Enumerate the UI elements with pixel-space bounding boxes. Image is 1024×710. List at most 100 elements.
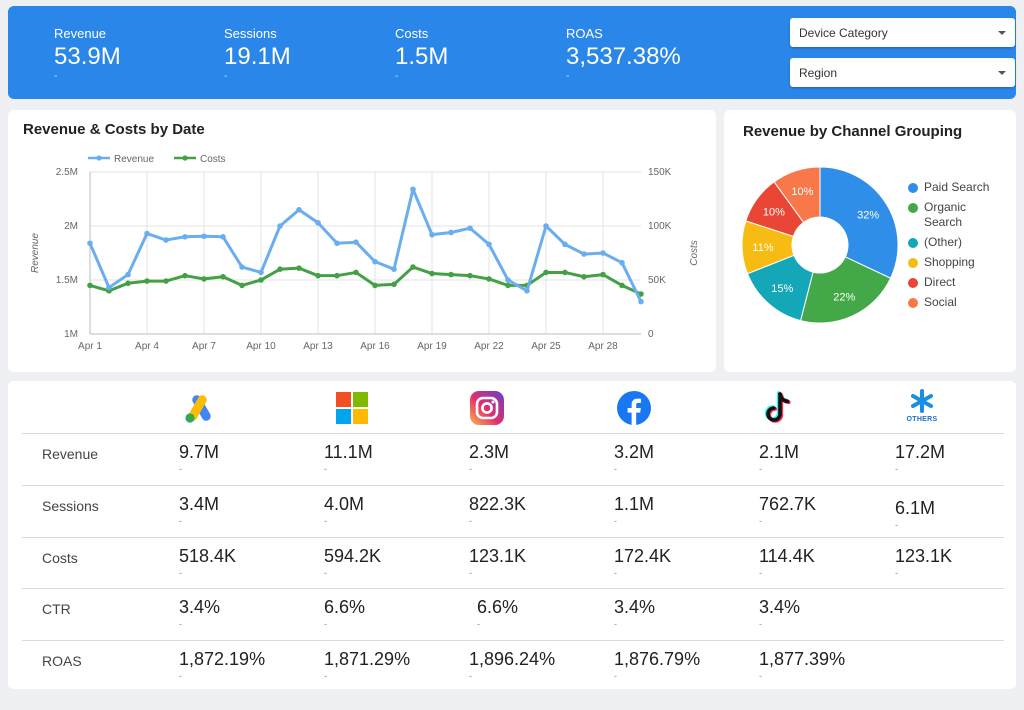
table-row-divider (22, 485, 1004, 486)
cell-value: 172.4K (614, 546, 672, 566)
table-cell: 3.4% - (179, 597, 221, 629)
data-point (410, 264, 416, 270)
chevron-down-icon (998, 30, 1006, 35)
kpi-header: Revenue 53.9M - Sessions 19.1M - Costs 1… (8, 6, 1016, 99)
cell-value: 1,877.39% (759, 649, 846, 669)
cell-value: 1,876.79% (614, 649, 701, 669)
data-point (581, 251, 587, 257)
legend-item: Shopping (908, 255, 989, 270)
data-point (87, 240, 93, 247)
data-point (277, 223, 283, 229)
data-point (448, 229, 454, 236)
table-cell: 172.4K - (614, 546, 672, 578)
data-point (277, 266, 283, 272)
table-cell: 9.7M - (179, 442, 220, 474)
facebook-icon (617, 391, 651, 425)
cell-delta: - (477, 619, 480, 629)
kpi-value: 1.5M (395, 43, 449, 70)
tiktok-icon (764, 391, 791, 423)
data-point (353, 239, 359, 245)
data-point (619, 282, 625, 289)
kpi-label: Revenue (54, 26, 107, 41)
x-tick-label: Apr 13 (303, 341, 333, 352)
data-point (334, 240, 340, 247)
data-point (334, 272, 340, 279)
cell-value: 6.1M (895, 498, 936, 518)
series-line-revenue (88, 187, 643, 303)
series-line-costs (89, 265, 642, 296)
x-tick-label: Apr 28 (588, 341, 618, 352)
table-cell: 6.1M - (895, 498, 936, 530)
data-point (182, 272, 188, 279)
row-label: Revenue (42, 446, 99, 462)
cell-delta: - (614, 619, 617, 629)
data-point (87, 282, 93, 289)
cell-value: 3.4% (179, 597, 221, 617)
dropdown-label: Device Category (799, 25, 888, 40)
x-tick-label: Apr 16 (360, 341, 390, 352)
chevron-down-icon (998, 70, 1006, 75)
slice-label: 15% (771, 283, 793, 295)
cell-value: 123.1K (895, 546, 953, 566)
kpi-delta: - (54, 71, 58, 82)
table-cell: 3.2M - (614, 442, 655, 474)
data-point (543, 223, 549, 229)
legend-label: Revenue (114, 154, 154, 165)
legend-label: Paid Search (924, 180, 990, 194)
chart-title: Revenue by Channel Grouping (743, 123, 963, 140)
cell-delta: - (469, 464, 472, 474)
kpi-delta: - (395, 71, 399, 82)
kpi-value: 3,537.38% (566, 43, 681, 70)
kpi-roas: ROAS 3,537.38% - (566, 26, 681, 82)
legend-label: (Other) (924, 235, 963, 249)
legend-item: Paid Search (908, 180, 989, 195)
data-point (600, 250, 606, 256)
legend-item: (Other) (908, 235, 989, 250)
cell-value: 822.3K (469, 494, 527, 514)
data-point (106, 284, 112, 291)
cell-value: 3.2M (614, 442, 655, 462)
data-point (296, 265, 302, 271)
table-cell: 123.1K - (469, 546, 526, 578)
data-point (429, 270, 435, 277)
legend-dot (908, 258, 918, 268)
kpi-sessions: Sessions 19.1M - (224, 26, 291, 82)
chart-legend: Paid Search Organic Search (Other) Shopping… (908, 180, 989, 315)
kpi-delta: - (566, 71, 570, 82)
data-point (619, 259, 625, 266)
kpi-value: 19.1M (224, 43, 291, 70)
cell-delta: - (614, 464, 617, 474)
channel-grouping-card: Revenue by Channel Grouping 32% 22% 15% 11%… (724, 110, 1016, 372)
legend-item: Social (908, 295, 989, 310)
table-cell: 762.7K - (759, 494, 816, 526)
kpi-label: Sessions (224, 26, 277, 41)
cell-value: 594.2K (324, 546, 382, 566)
table-cell: 518.4K - (179, 546, 236, 578)
table-cell: 11.1M - (324, 442, 373, 474)
x-tick-label: Apr 7 (192, 341, 216, 352)
table-row-divider (22, 433, 1004, 434)
data-point (353, 269, 359, 276)
data-point (220, 234, 226, 240)
cell-delta: - (614, 671, 617, 681)
data-point (258, 277, 264, 283)
legend-label: Shopping (924, 255, 975, 269)
cell-delta: - (324, 568, 327, 578)
device-category-dropdown[interactable]: Device Category (790, 18, 1015, 47)
kpi-label: ROAS (566, 26, 603, 41)
cell-value: 9.7M (179, 442, 220, 462)
table-cell: 1,877.39% - (759, 649, 846, 681)
region-dropdown[interactable]: Region (790, 58, 1015, 87)
data-point (315, 219, 321, 226)
row-label: ROAS (42, 653, 82, 669)
chart-title: Revenue & Costs by Date (23, 121, 205, 138)
table-cell: 1,872.19% - (179, 649, 265, 681)
cell-delta: - (324, 516, 327, 526)
cell-delta: - (179, 464, 182, 474)
table-cell: 2.1M - (759, 442, 799, 474)
table-cell: 6.6% - (324, 597, 365, 629)
donut-slice (799, 256, 892, 324)
data-point (372, 258, 378, 265)
data-point (467, 272, 473, 279)
data-point (144, 230, 150, 237)
